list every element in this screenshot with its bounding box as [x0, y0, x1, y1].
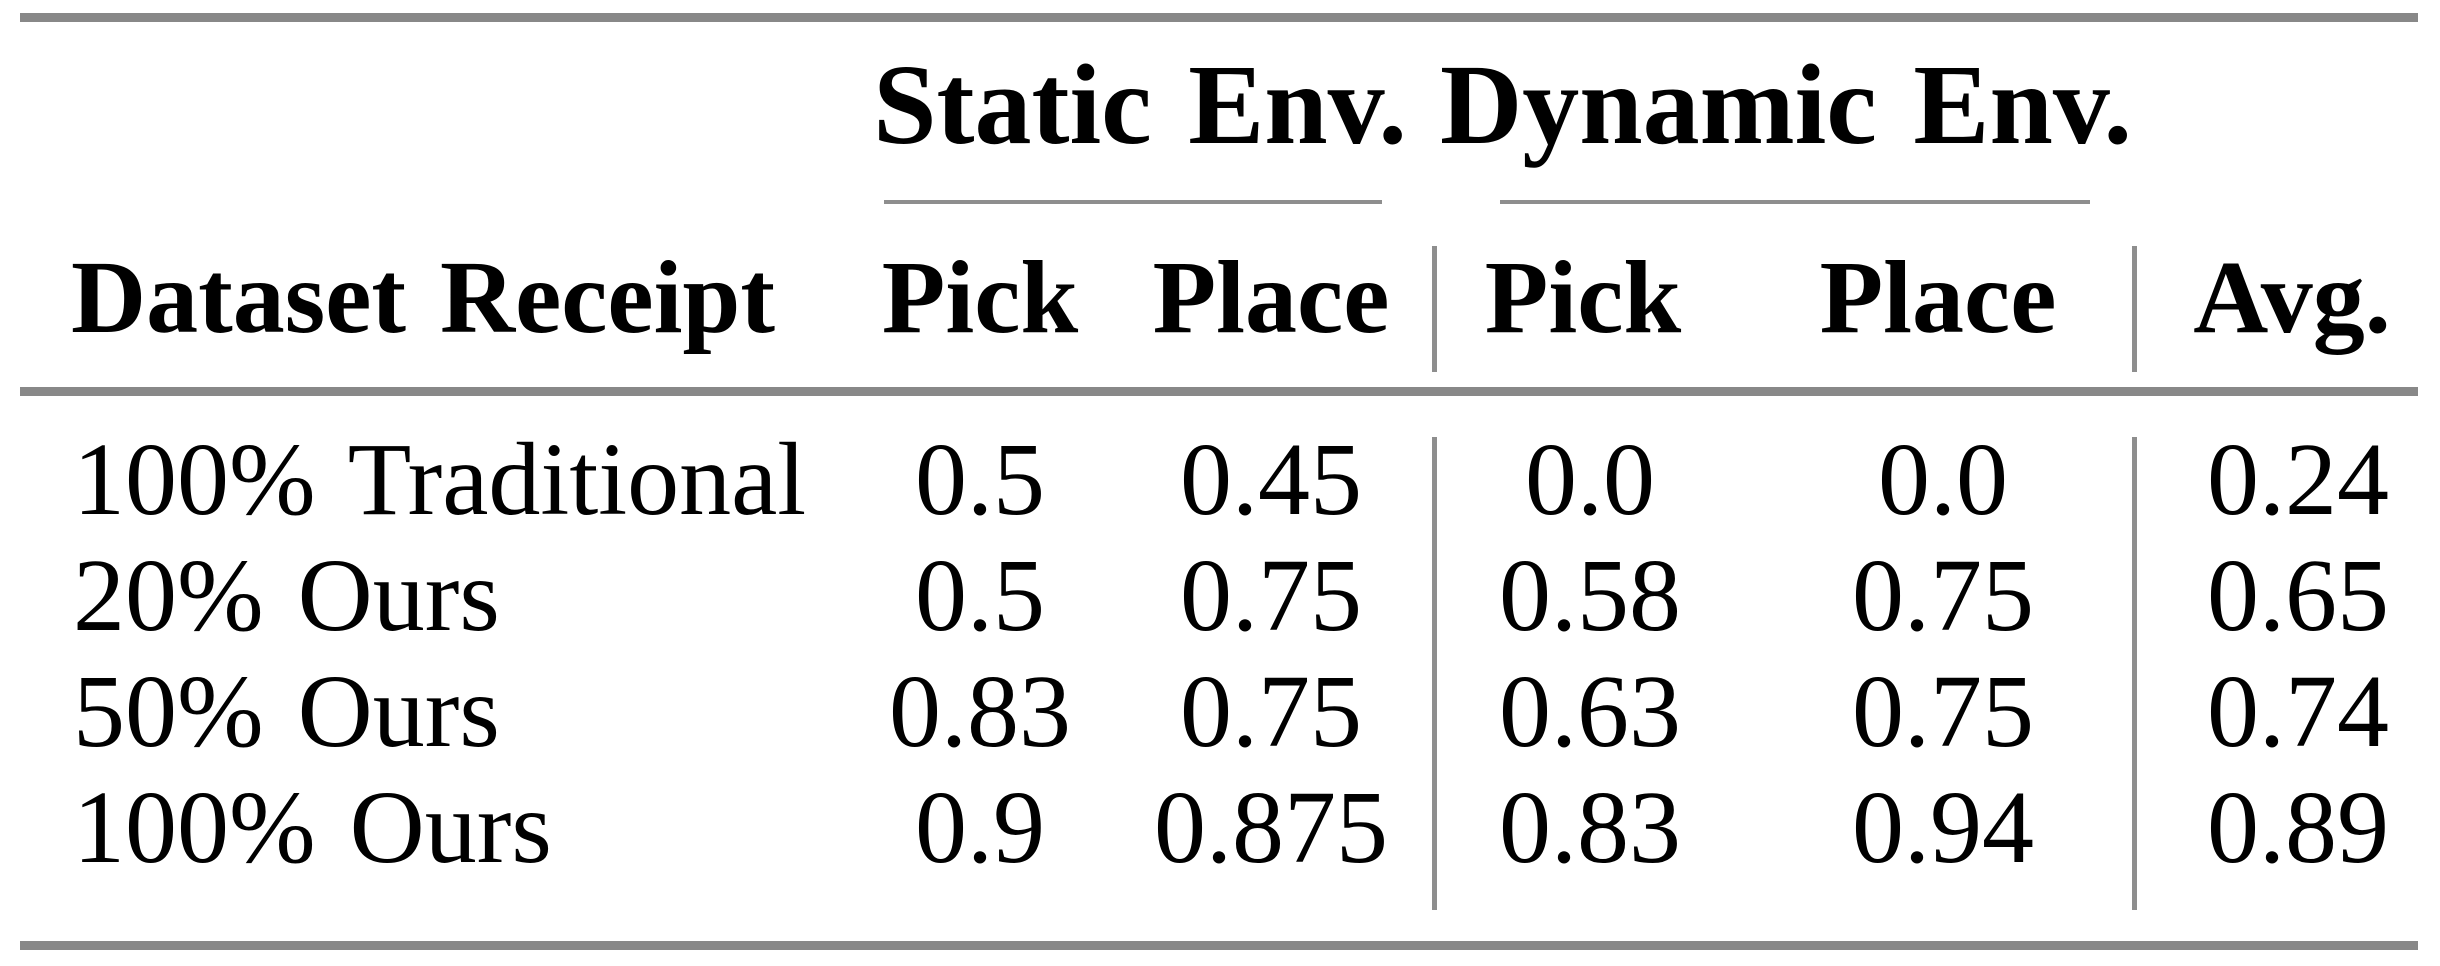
dynamic-env-cmidrule [1500, 200, 2090, 204]
row-label: 50% Ours [73, 654, 500, 769]
header-avg: Avg. [2193, 240, 2391, 355]
cell-static-pick: 0.9 [915, 770, 1045, 885]
divider-avg-header [2132, 246, 2137, 372]
bottom-rule [20, 941, 2418, 950]
cell-dynamic-pick: 0.0 [1525, 422, 1655, 537]
header-dynamic-pick: Pick [1484, 240, 1682, 355]
divider-static-dynamic-header [1432, 246, 1437, 372]
row-label: 100% Ours [73, 770, 552, 885]
cell-static-pick: 0.83 [889, 654, 1071, 769]
cell-dynamic-place: 0.94 [1852, 770, 2034, 885]
cell-static-pick: 0.5 [915, 538, 1045, 653]
col-group-dynamic-env: Dynamic Env. [1439, 41, 2133, 168]
cell-static-place: 0.75 [1180, 654, 1362, 769]
cell-dynamic-pick: 0.63 [1499, 654, 1681, 769]
cell-avg: 0.74 [2207, 654, 2389, 769]
header-dataset-receipt: Dataset Receipt [71, 240, 775, 355]
cell-dynamic-place: 0.75 [1852, 654, 2034, 769]
cell-avg: 0.65 [2207, 538, 2389, 653]
divider-avg-body [2132, 437, 2137, 910]
cell-dynamic-place: 0.75 [1852, 538, 2034, 653]
header-dynamic-place: Place [1819, 240, 2057, 355]
cell-static-place: 0.875 [1154, 770, 1388, 885]
cell-avg: 0.89 [2207, 770, 2389, 885]
cell-dynamic-place: 0.0 [1878, 422, 2008, 537]
cell-static-place: 0.45 [1180, 422, 1362, 537]
mid-rule [20, 387, 2418, 396]
header-static-pick: Pick [881, 240, 1079, 355]
col-group-static-env: Static Env. [873, 41, 1407, 168]
cell-static-place: 0.75 [1180, 538, 1362, 653]
cell-avg: 0.24 [2207, 422, 2389, 537]
static-env-cmidrule [884, 200, 1382, 204]
row-label: 20% Ours [73, 538, 500, 653]
top-rule [20, 13, 2418, 22]
cell-dynamic-pick: 0.83 [1499, 770, 1681, 885]
row-label: 100% Traditional [73, 422, 807, 537]
cell-dynamic-pick: 0.58 [1499, 538, 1681, 653]
divider-static-dynamic-body [1432, 437, 1437, 910]
cell-static-pick: 0.5 [915, 422, 1045, 537]
header-static-place: Place [1152, 240, 1390, 355]
